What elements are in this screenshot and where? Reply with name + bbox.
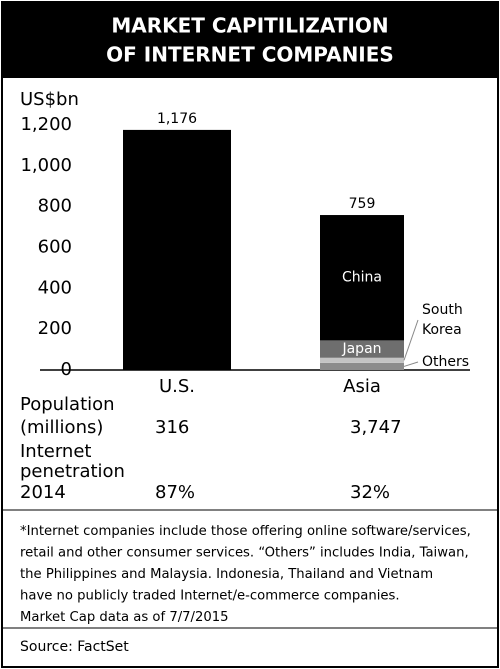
segment-label: Japan [341, 341, 381, 357]
bar-segment [320, 357, 404, 363]
bar-segment [320, 362, 404, 370]
total-label: 759 [349, 196, 376, 212]
cell: 316 [155, 417, 189, 438]
y-tick-label: 200 [38, 318, 72, 339]
y-axis-label: US$bn [20, 89, 79, 110]
row-label: penetration [20, 461, 125, 482]
bar-segment [123, 129, 231, 370]
row-label: (millions) [20, 417, 103, 438]
row-label: Population [20, 394, 115, 415]
footnote: retail and other consumer services. “Oth… [20, 546, 469, 561]
row-label: Internet [20, 441, 91, 462]
footnote: Market Cap data as of 7/7/2015 [20, 610, 229, 625]
y-tick-label: 1,000 [20, 155, 72, 176]
x-tick-label: Asia [343, 376, 381, 397]
footnote: have no publicly traded Internet/e-comme… [20, 589, 400, 604]
y-tick-label: 1,200 [20, 114, 72, 135]
row-label: 2014 [20, 482, 66, 503]
segment-label: South Korea [422, 302, 463, 338]
segment-label: Others [422, 354, 469, 370]
leader-line [403, 361, 419, 367]
bar-segment [320, 215, 404, 341]
segment-label: China [342, 270, 382, 286]
y-tick-label: 400 [38, 277, 72, 298]
cell: 32% [350, 482, 390, 503]
total-label: 1,176 [157, 111, 197, 127]
leader-line [403, 319, 419, 361]
cell: 3,747 [350, 417, 402, 438]
source: Source: FactSet [20, 639, 129, 655]
cell: 87% [155, 482, 195, 503]
bar-segment [320, 340, 404, 358]
y-tick-label: 800 [38, 196, 72, 217]
x-tick-label: U.S. [159, 376, 195, 397]
chart-title: MARKET CAPITILIZATION [111, 14, 388, 38]
y-tick-label: 600 [38, 237, 72, 258]
title-box [2, 2, 498, 78]
footnote: the Philippines and Malaysia. Indonesia,… [20, 567, 433, 582]
chart-title: OF INTERNET COMPANIES [106, 43, 394, 67]
footnote: *Internet companies include those offeri… [20, 524, 471, 539]
